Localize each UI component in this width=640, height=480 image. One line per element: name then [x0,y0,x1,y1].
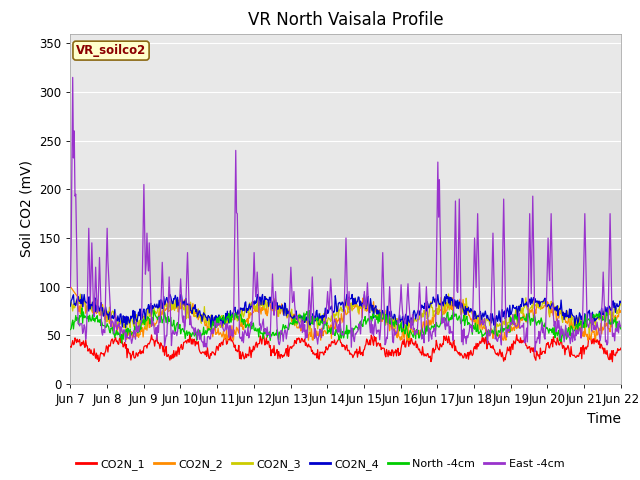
Text: VR_soilco2: VR_soilco2 [76,44,146,57]
Title: VR North Vaisala Profile: VR North Vaisala Profile [248,11,444,29]
Y-axis label: Soil CO2 (mV): Soil CO2 (mV) [20,160,33,257]
Legend: CO2N_1, CO2N_2, CO2N_3, CO2N_4, North -4cm, East -4cm: CO2N_1, CO2N_2, CO2N_3, CO2N_4, North -4… [72,455,568,474]
X-axis label: Time: Time [587,411,621,426]
Bar [70,189,621,287]
